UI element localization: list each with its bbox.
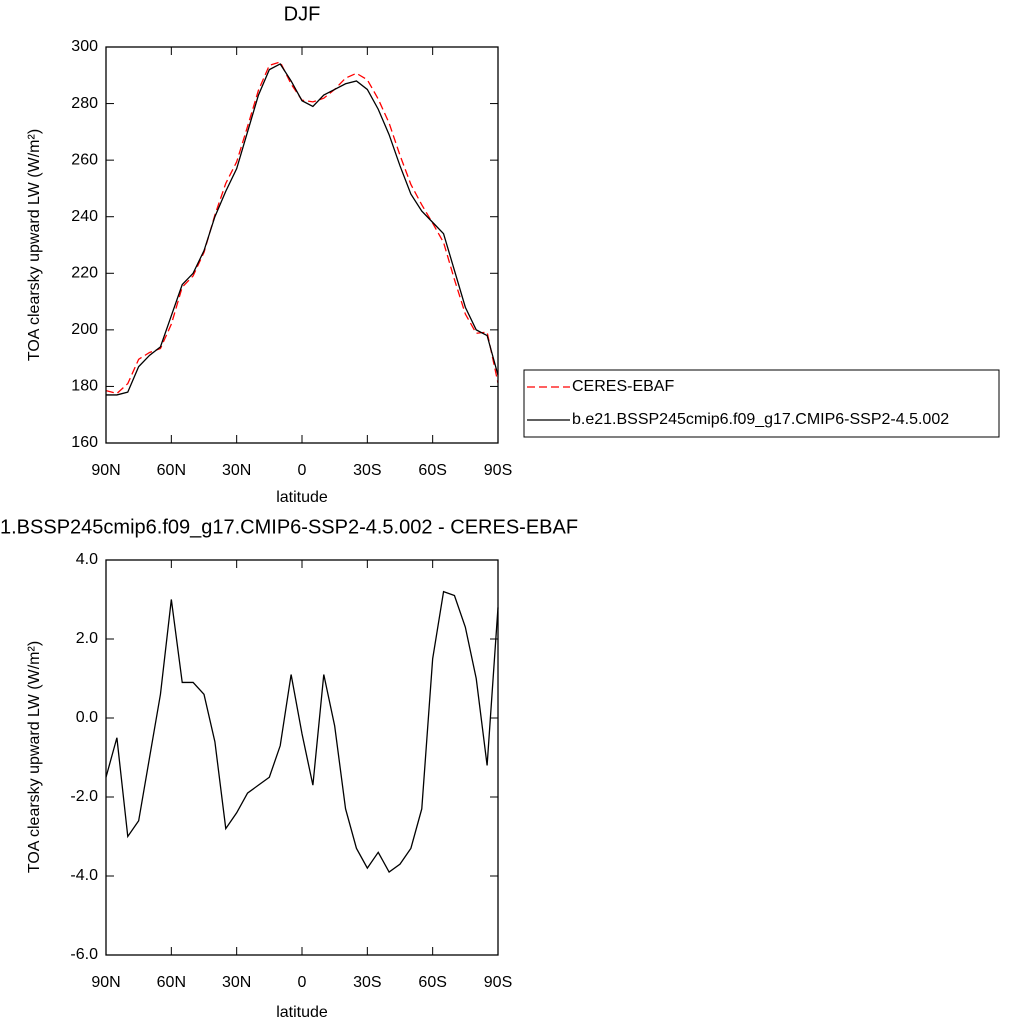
- y-tick-label: 160: [71, 434, 98, 451]
- y-tick-label: -2.0: [70, 788, 98, 805]
- x-tick-label: 30N: [222, 974, 251, 991]
- plot-frame: [105, 559, 499, 956]
- x-tick-label: 90S: [484, 462, 512, 479]
- x-tick-label: 0: [298, 462, 307, 479]
- data-line: [106, 63, 499, 396]
- y-axis-label: TOA clearsky upward LW (W/m²): [26, 129, 43, 361]
- y-tick-label: 220: [71, 265, 98, 282]
- chart-title: 1.BSSP245cmip6.f09_g17.CMIP6-SSP2-4.5.00…: [0, 516, 578, 538]
- legend-label: CERES-EBAF: [572, 378, 674, 395]
- y-tick-label: -6.0: [70, 946, 98, 963]
- plot-frame: [105, 46, 499, 444]
- x-tick-label: 90N: [91, 462, 120, 479]
- y-tick-label: 240: [71, 208, 98, 225]
- x-tick-label: 60N: [157, 462, 186, 479]
- x-tick-label: 90S: [484, 974, 512, 991]
- x-tick-label: 30N: [222, 462, 251, 479]
- y-tick-label: 300: [71, 38, 98, 55]
- y-axis-label: TOA clearsky upward LW (W/m²): [26, 641, 43, 873]
- x-tick-label: 60S: [418, 974, 446, 991]
- x-tick-label: 60N: [157, 974, 186, 991]
- y-tick-label: 260: [71, 151, 98, 168]
- x-tick-label: 90N: [91, 974, 120, 991]
- x-tick-label: 30S: [353, 974, 381, 991]
- y-tick-label: 280: [71, 95, 98, 112]
- y-tick-label: 180: [71, 378, 98, 395]
- x-tick-label: 0: [298, 974, 307, 991]
- y-tick-label: -4.0: [70, 867, 98, 884]
- x-axis-label: latitude: [276, 489, 328, 506]
- chart-title: DJF: [284, 3, 321, 25]
- x-tick-label: 60S: [418, 462, 446, 479]
- data-line: [105, 61, 499, 395]
- x-tick-label: 30S: [353, 462, 381, 479]
- y-tick-label: 4.0: [76, 551, 98, 568]
- legend-box: [523, 369, 1000, 438]
- y-tick-label: 200: [71, 321, 98, 338]
- x-axis-label: latitude: [276, 1004, 328, 1021]
- y-tick-label: 2.0: [76, 630, 98, 647]
- y-tick-label: 0.0: [76, 709, 98, 726]
- legend-label: b.e21.BSSP245cmip6.f09_g17.CMIP6-SSP2-4.…: [572, 411, 949, 428]
- data-line: [105, 590, 499, 874]
